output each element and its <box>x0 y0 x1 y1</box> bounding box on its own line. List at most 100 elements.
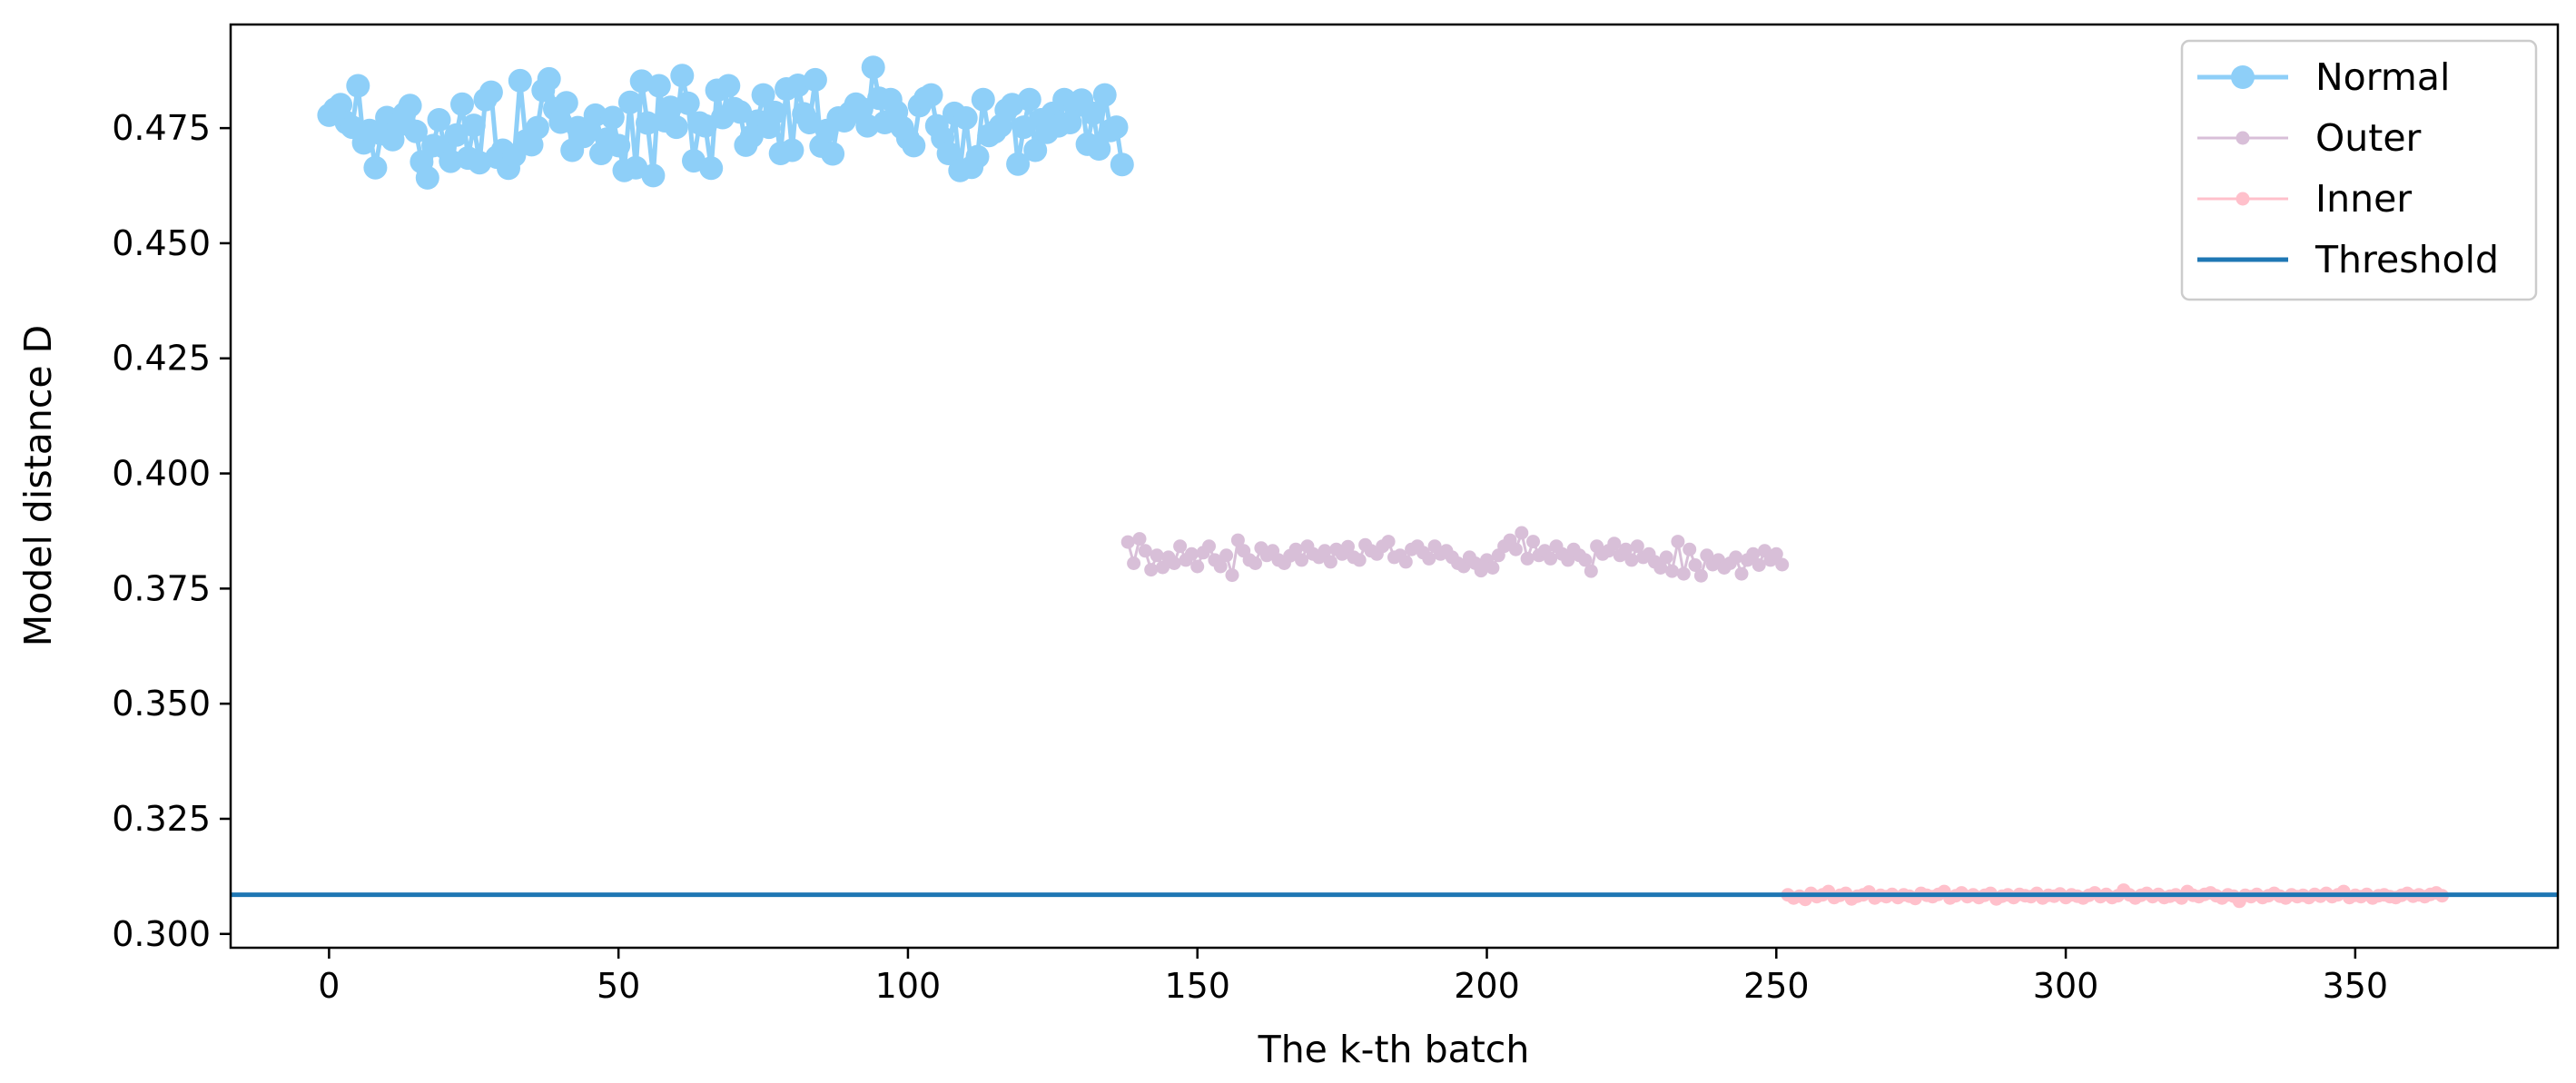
data-point <box>861 55 885 80</box>
data-point <box>919 83 943 107</box>
legend-label: Normal <box>2315 55 2450 99</box>
legend-swatch-marker <box>2235 192 2250 206</box>
data-point <box>363 155 388 180</box>
data-point <box>1190 559 1205 574</box>
data-point <box>404 119 428 143</box>
data-point <box>554 91 578 115</box>
data-point <box>1624 553 1639 567</box>
data-point <box>1213 559 1228 574</box>
data-point <box>1138 544 1152 558</box>
data-point <box>329 93 353 117</box>
data-point <box>953 106 978 130</box>
legend-swatch-marker <box>2235 131 2250 145</box>
data-point <box>1619 542 1633 556</box>
data-point <box>1676 566 1691 581</box>
x-tick-label: 350 <box>2323 966 2389 1006</box>
data-point <box>1775 557 1790 572</box>
data-point <box>1630 539 1644 554</box>
data-point <box>1752 558 1766 572</box>
series-normal <box>317 55 1134 190</box>
x-tick-label: 250 <box>1743 966 1810 1006</box>
data-point <box>1104 115 1129 140</box>
x-tick-label: 200 <box>1454 966 1520 1006</box>
data-point <box>728 100 753 124</box>
series-layer <box>317 55 2449 909</box>
data-point <box>1578 553 1593 567</box>
y-tick-label: 0.375 <box>112 568 211 608</box>
data-point <box>1219 548 1234 563</box>
data-point <box>1683 542 1697 556</box>
data-point <box>1230 533 1245 547</box>
y-tick-label: 0.450 <box>112 223 211 263</box>
data-point <box>1422 551 1436 566</box>
x-tick-label: 50 <box>597 966 640 1006</box>
data-point <box>676 91 700 115</box>
data-point <box>508 68 532 93</box>
data-point <box>1132 532 1147 546</box>
data-point <box>1734 566 1749 581</box>
data-point <box>1584 564 1598 578</box>
data-point <box>427 108 451 132</box>
data-point <box>607 133 631 158</box>
data-point <box>1508 542 1523 556</box>
plot-frame <box>229 23 2560 950</box>
data-point <box>1515 526 1529 540</box>
data-point <box>1006 152 1031 176</box>
data-point <box>1087 137 1111 161</box>
legend-label: Outer <box>2315 116 2422 160</box>
y-axis-label: Model distance D <box>16 325 60 646</box>
data-point <box>1671 535 1685 549</box>
data-point <box>398 94 422 118</box>
data-point <box>1202 539 1216 554</box>
data-point <box>479 80 503 104</box>
data-point <box>1398 555 1413 569</box>
y-axis: 0.300 0.325 0.350 0.375 0.400 0.425 0.450 0.475 <box>112 108 231 954</box>
data-point <box>1092 83 1117 107</box>
data-point <box>1526 535 1540 549</box>
data-point <box>1127 556 1141 570</box>
data-point <box>1729 550 1743 565</box>
data-point <box>636 111 659 135</box>
x-axis-label: The k-th batch <box>1258 1028 1530 1071</box>
data-point <box>1167 556 1181 570</box>
data-point <box>1665 564 1679 578</box>
data-point <box>1474 564 1488 578</box>
x-tick-label: 0 <box>318 966 340 1006</box>
y-tick-label: 0.300 <box>112 914 211 954</box>
data-point <box>1023 138 1048 162</box>
data-point <box>617 90 642 114</box>
data-point <box>670 64 695 88</box>
data-point <box>1323 555 1337 569</box>
data-point <box>780 138 804 162</box>
data-point <box>1607 537 1622 551</box>
data-point <box>346 74 370 98</box>
legend: Normal Outer Inner Threshold <box>2180 39 2538 301</box>
y-tick-label: 0.350 <box>112 684 211 724</box>
legend-label: Threshold <box>2314 238 2499 281</box>
legend-item-inner: Inner <box>2197 177 2412 221</box>
data-point <box>1173 539 1188 554</box>
legend-item-outer: Outer <box>2197 116 2422 160</box>
data-point <box>1184 546 1199 561</box>
data-point <box>1156 560 1170 575</box>
data-point <box>1288 542 1303 556</box>
data-point <box>936 142 961 165</box>
x-tick-label: 300 <box>2033 966 2099 1006</box>
x-axis: 0 50 100 150 200 250 300 350 <box>318 948 2388 1006</box>
legend-item-threshold: Threshold <box>2197 238 2499 281</box>
data-point <box>1544 551 1558 566</box>
data-point <box>1295 553 1308 567</box>
data-point <box>902 133 926 158</box>
data-point <box>699 156 724 181</box>
data-point <box>716 74 741 98</box>
data-point <box>965 144 990 169</box>
data-point <box>444 123 469 147</box>
data-point <box>1659 550 1673 565</box>
legend-box <box>2180 39 2538 301</box>
data-point <box>1341 539 1355 554</box>
data-point <box>1485 561 1500 575</box>
data-point <box>763 100 787 124</box>
data-point <box>1249 556 1262 570</box>
data-point <box>821 142 845 166</box>
